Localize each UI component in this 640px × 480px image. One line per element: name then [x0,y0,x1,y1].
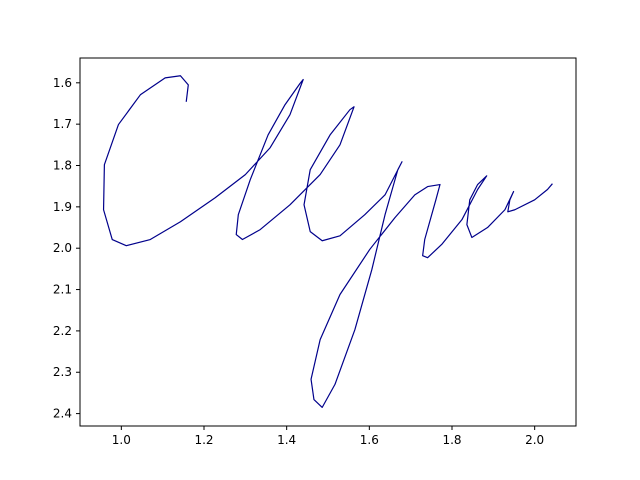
plot-frame [79,57,577,427]
x-tick-label: 1.0 [112,433,131,447]
y-tick-label: 2.4 [53,407,72,421]
y-tick-label: 1.7 [53,117,72,131]
y-tick-label: 2.1 [53,283,72,297]
x-tick-label: 1.8 [442,433,461,447]
y-tick-label: 1.9 [53,200,72,214]
y-tick-label: 2.2 [53,324,72,338]
x-tick-label: 1.6 [360,433,379,447]
y-tick-label: 1.6 [53,76,72,90]
x-tick-label: 2.0 [525,433,544,447]
x-tick-label: 1.2 [194,433,213,447]
x-tick-label: 1.4 [277,433,296,447]
line [102,75,553,408]
y-tick-label: 2.0 [53,241,72,255]
y-tick-label: 2.3 [53,365,72,379]
y-tick-label: 1.8 [53,159,72,173]
